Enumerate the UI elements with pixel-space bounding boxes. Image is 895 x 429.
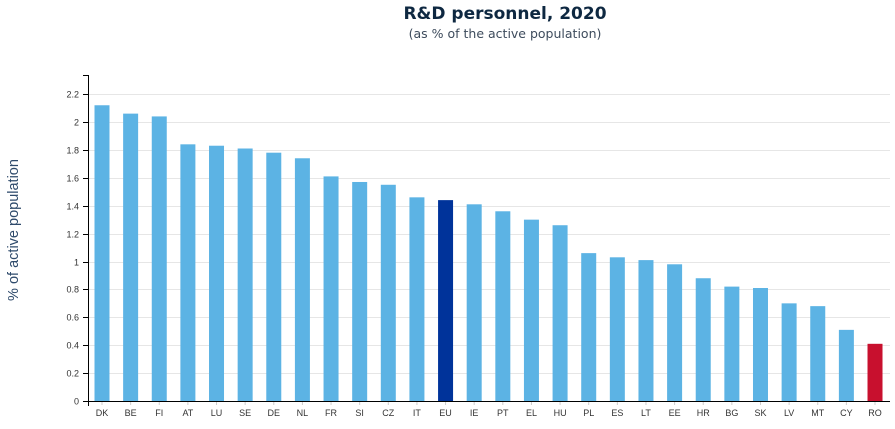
bar-ie[interactable] xyxy=(466,204,482,401)
bar-es[interactable] xyxy=(609,257,625,401)
y-tick-label: 1.4 xyxy=(66,202,79,212)
x-tick-label: RO xyxy=(868,408,882,418)
bar-ro[interactable] xyxy=(867,343,883,401)
x-tick-label: AT xyxy=(182,408,193,418)
bar-fi[interactable] xyxy=(151,116,167,402)
bar-lt[interactable] xyxy=(638,260,654,401)
bar-nl[interactable] xyxy=(294,158,310,401)
bar-pl[interactable] xyxy=(581,253,597,401)
chart-title: R&D personnel, 2020 xyxy=(403,4,607,24)
x-tick-label: SI xyxy=(355,408,364,418)
y-tick-label: 0.8 xyxy=(66,285,79,295)
x-tick-label: BE xyxy=(125,408,137,418)
bar-be[interactable] xyxy=(123,113,139,401)
x-tick-label: FR xyxy=(325,408,337,418)
x-tick-label: MT xyxy=(811,408,824,418)
bars xyxy=(94,105,883,402)
bar-lv[interactable] xyxy=(781,303,797,401)
bar-eu[interactable] xyxy=(438,200,454,401)
bar-it[interactable] xyxy=(409,197,425,401)
x-tick-label: EU xyxy=(439,408,452,418)
x-tick-label: CZ xyxy=(382,408,394,418)
bar-ee[interactable] xyxy=(667,264,683,401)
x-tick-label: ES xyxy=(611,408,623,418)
y-tick-label: 0.6 xyxy=(66,313,79,323)
y-tick-label: 0.2 xyxy=(66,369,79,379)
y-tick-label: 0.4 xyxy=(66,341,79,351)
x-tick-label: LT xyxy=(641,408,651,418)
y-tick-label: 1.6 xyxy=(66,174,79,184)
bar-pt[interactable] xyxy=(495,211,511,401)
y-tick-label: 2.2 xyxy=(66,90,79,100)
x-tick-label: PT xyxy=(497,408,509,418)
bar-at[interactable] xyxy=(180,144,196,401)
x-tick-label: CY xyxy=(840,408,853,418)
y-tick-label: 1.2 xyxy=(66,230,79,240)
y-tick-label: 1 xyxy=(74,258,79,268)
bar-cz[interactable] xyxy=(380,184,396,401)
x-tick-label: IT xyxy=(413,408,422,418)
bar-hr[interactable] xyxy=(695,278,711,401)
x-tick-label: FI xyxy=(155,408,163,418)
x-tick-label: HU xyxy=(554,408,567,418)
x-tick-label: SE xyxy=(239,408,251,418)
bar-de[interactable] xyxy=(266,152,282,401)
x-tick-label: EL xyxy=(526,408,537,418)
bar-bg[interactable] xyxy=(724,286,740,401)
bar-si[interactable] xyxy=(352,181,368,401)
chart-subtitle: (as % of the active population) xyxy=(408,26,602,41)
bar-fr[interactable] xyxy=(323,176,339,401)
x-tick-label: BG xyxy=(725,408,738,418)
y-axis: 0 0.2 0.4 0.6 0.8 1 1.2 1.4 1.6 1.8 2 2.2 xyxy=(66,75,89,407)
x-tick-label: DK xyxy=(96,408,109,418)
x-tick-label: PL xyxy=(583,408,594,418)
x-tick-label: LV xyxy=(784,408,794,418)
y-tick-label: 2 xyxy=(74,118,79,128)
x-tick-label: EE xyxy=(669,408,681,418)
bar-se[interactable] xyxy=(237,148,253,402)
x-axis: DK BE FI AT LU SE DE NL FR SI CZ IT EU IE PT EL HU PL ES LT… xyxy=(83,401,890,418)
y-tick-label: 0 xyxy=(74,397,79,407)
gridlines xyxy=(88,94,890,374)
bar-dk[interactable] xyxy=(94,105,110,401)
bar-mt[interactable] xyxy=(810,306,826,401)
bar-sk[interactable] xyxy=(752,288,768,401)
y-tick-label: 1.8 xyxy=(66,146,79,156)
x-tick-label: NL xyxy=(297,408,309,418)
bar-el[interactable] xyxy=(523,219,539,401)
x-tick-label: DE xyxy=(268,408,281,418)
x-tick-label: HR xyxy=(697,408,710,418)
bar-cy[interactable] xyxy=(838,329,854,401)
x-tick-label: IE xyxy=(470,408,479,418)
x-tick-label: LU xyxy=(211,408,223,418)
bar-lu[interactable] xyxy=(209,145,225,401)
bar-hu[interactable] xyxy=(552,225,568,401)
x-tick-label: SK xyxy=(754,408,766,418)
